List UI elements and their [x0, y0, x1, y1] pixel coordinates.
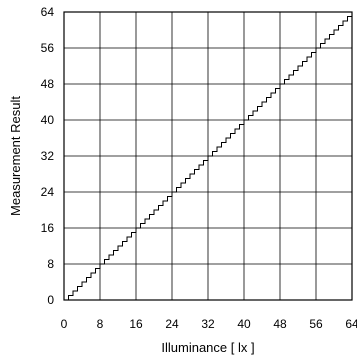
- plot-frame: [63, 11, 353, 301]
- y-tick-label: 56: [41, 41, 55, 55]
- x-tick-label: 0: [61, 317, 68, 331]
- x-axis-label: Illuminance [ lx ]: [161, 340, 254, 355]
- y-tick-label: 48: [41, 77, 55, 91]
- x-tick-label: 64: [345, 317, 357, 331]
- x-tick-label: 40: [237, 317, 251, 331]
- y-tick-label: 16: [41, 221, 55, 235]
- x-tick-label: 24: [165, 317, 179, 331]
- y-tick-label: 40: [41, 113, 55, 127]
- x-tick-labels: 0 8 16 24 32 40 48 56 64: [61, 317, 357, 331]
- series-line-0: [68, 12, 353, 300]
- x-tick-label: 8: [97, 317, 104, 331]
- x-tick-label: 56: [309, 317, 323, 331]
- x-tick-label: 48: [273, 317, 287, 331]
- y-axis-label: Measurement Result: [8, 96, 23, 216]
- x-tick-label: 32: [201, 317, 215, 331]
- x-tick-label: 16: [129, 317, 143, 331]
- y-tick-label: 0: [47, 293, 54, 307]
- y-tick-labels: 0 8 16 24 32 40 48 56 64: [41, 5, 55, 307]
- y-tick-label: 64: [41, 5, 55, 19]
- y-tick-label: 8: [47, 257, 54, 271]
- y-tick-label: 32: [41, 149, 55, 163]
- series-layer: [68, 12, 353, 300]
- y-tick-label: 24: [41, 185, 55, 199]
